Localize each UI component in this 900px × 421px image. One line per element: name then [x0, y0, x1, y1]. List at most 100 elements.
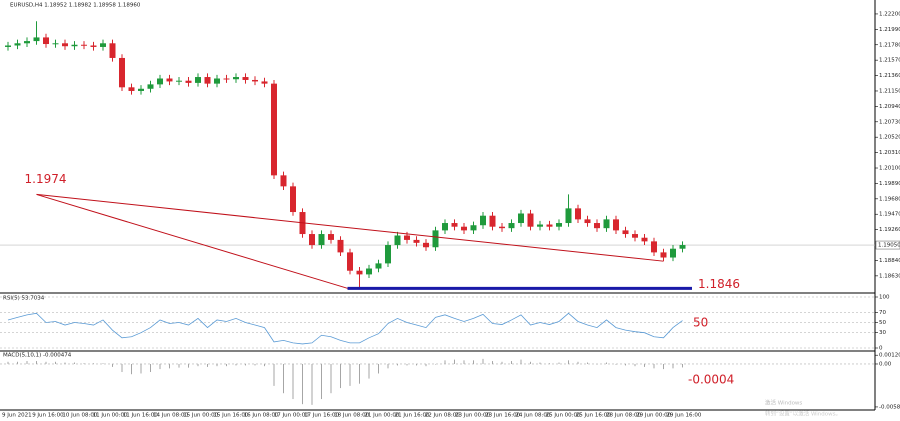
macd-bar — [302, 363, 303, 405]
candle-body — [290, 186, 296, 213]
candle-body — [356, 270, 363, 275]
macd-bar — [330, 363, 332, 394]
candle-body — [318, 234, 325, 246]
macd-bar — [131, 363, 132, 375]
macd-bar — [644, 363, 645, 367]
candle-body — [413, 239, 420, 243]
candle-body — [518, 213, 524, 224]
macd-bar — [672, 363, 674, 369]
macd-bar — [634, 363, 636, 367]
macd-bar — [169, 363, 170, 369]
candle-body — [71, 44, 78, 47]
candle-body — [489, 215, 496, 227]
candle-body — [622, 230, 629, 235]
macd-bar — [444, 360, 446, 364]
candle-body — [233, 77, 239, 80]
y-tick-label: 70 — [879, 310, 886, 316]
candle-body — [185, 80, 192, 83]
candle-body — [651, 241, 657, 253]
macd-bar — [178, 363, 180, 368]
x-tick-label: 15 Jun 16:00 — [213, 413, 248, 419]
candle-body — [157, 78, 163, 85]
candle-body — [52, 43, 59, 45]
x-tick-label: 17 Jun 16:00 — [304, 413, 339, 419]
watermark: 转到“设置”以激活 Windows。 — [765, 410, 841, 418]
rsi-title: RSI(5) 53.7034 — [3, 296, 45, 302]
macd-bar — [254, 363, 256, 366]
candle-body — [499, 226, 505, 229]
macd-bar — [425, 363, 427, 367]
macd-bar — [26, 361, 28, 364]
macd-bar — [663, 363, 664, 370]
y-tick-label: 1.19890 — [879, 181, 900, 187]
candle-body — [442, 223, 448, 231]
candle-body — [100, 43, 106, 47]
candle-body — [556, 223, 562, 227]
y-tick-label: 1.19470 — [879, 212, 900, 218]
macd-bar — [615, 363, 617, 365]
candle-body — [147, 84, 154, 89]
macd-bar — [140, 363, 142, 374]
y-tick-label: 100 — [879, 295, 890, 301]
x-tick-label: 11 Jun 00:00 — [93, 413, 128, 419]
candle-body — [375, 263, 382, 269]
trend-line — [36, 193, 348, 289]
candle-body — [613, 219, 619, 231]
macd-bar — [530, 361, 531, 364]
candle-body — [261, 81, 268, 84]
candle-body — [24, 41, 30, 44]
x-tick-label: 14 Jun 08:00 — [153, 413, 188, 419]
y-tick-label: 1.20310 — [879, 150, 900, 156]
macd-bar — [397, 363, 398, 366]
candle-body — [423, 242, 429, 248]
x-tick-label: 16 Jun 08:00 — [244, 413, 279, 419]
y-tick-label: 30 — [879, 330, 886, 336]
macd-bar — [216, 363, 218, 367]
candle-body — [109, 43, 116, 58]
x-tick-label: 17 Jun 00:00 — [274, 413, 309, 419]
x-tick-label: 28 Jun 08:00 — [606, 413, 641, 419]
macd-bar — [558, 362, 560, 364]
macd-bar — [653, 363, 655, 369]
candle-body — [641, 237, 648, 242]
macd-bar — [340, 363, 341, 389]
candle-body — [166, 78, 173, 82]
annotation: 1.1846 — [698, 277, 740, 291]
current-price-box — [875, 240, 900, 250]
macd-bar — [539, 362, 541, 364]
y-tick-label: 1.21570 — [879, 58, 900, 64]
macd-bar — [207, 363, 208, 367]
candle-body — [366, 268, 372, 275]
y-tick-label: -0.00588 — [879, 404, 900, 410]
candle-body — [394, 235, 401, 246]
candle-body — [337, 239, 344, 253]
candle-body — [280, 175, 287, 187]
candle-body — [527, 213, 534, 227]
x-tick-label: 25 Jun 00:00 — [546, 413, 581, 419]
macd-bar — [55, 361, 56, 364]
macd-bar — [321, 363, 322, 400]
y-tick-label: 1.20100 — [879, 166, 900, 172]
macd-bar — [150, 363, 151, 373]
macd-bar — [93, 363, 94, 364]
y-tick-label: 0.00 — [879, 361, 892, 367]
macd-bar — [349, 363, 351, 386]
macd-bar — [283, 363, 284, 394]
macd-bar — [159, 363, 161, 370]
macd-bar — [102, 363, 104, 364]
chart-title: EURUSD,H4 1.18952 1.18982 1.18958 1.1896… — [10, 3, 141, 9]
candle-body — [565, 208, 572, 224]
y-tick-label: 1.18630 — [879, 273, 900, 279]
macd-bar — [226, 363, 227, 367]
y-tick-label: 1.20940 — [879, 104, 900, 110]
y-tick-label: 1.21360 — [879, 73, 900, 79]
x-tick-label: 22 Jun 08:00 — [425, 413, 460, 419]
macd-bar — [435, 363, 436, 365]
macd-bar — [596, 363, 598, 365]
candle-body — [575, 208, 581, 220]
macd-bar — [368, 363, 370, 379]
candle-body — [385, 245, 391, 264]
macd-bar — [74, 362, 75, 364]
macd-bar — [378, 363, 379, 374]
